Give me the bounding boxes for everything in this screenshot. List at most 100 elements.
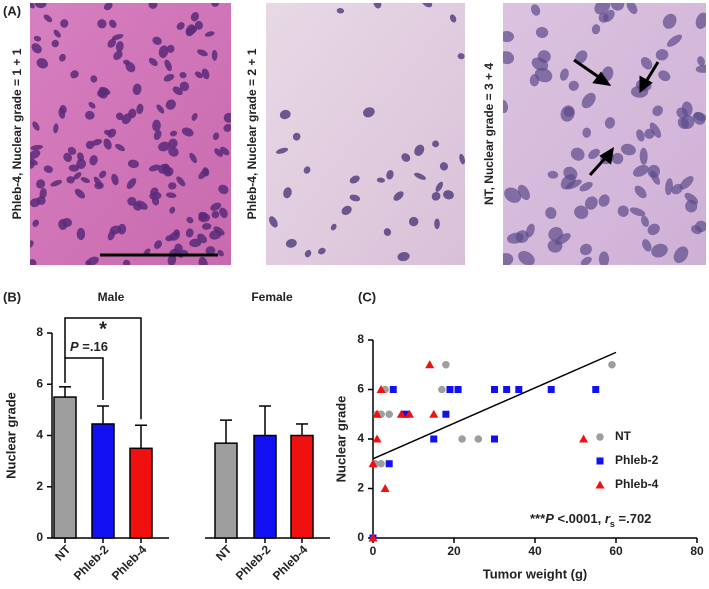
annotation: * — [99, 318, 107, 340]
nucleus — [414, 172, 426, 180]
nucleus — [219, 207, 228, 219]
nucleus — [194, 20, 203, 30]
nucleus — [90, 75, 98, 83]
annotation-part: P — [545, 511, 554, 526]
legend-label: Phleb-4 — [615, 477, 659, 491]
nucleus — [517, 184, 530, 201]
nucleus — [518, 251, 535, 265]
nucleus — [201, 68, 210, 80]
nucleus — [414, 144, 425, 156]
nucleus — [31, 43, 42, 54]
nucleus — [189, 238, 202, 248]
point — [547, 386, 555, 393]
nucleus — [217, 249, 224, 257]
nucleus — [563, 166, 578, 181]
nucleus — [534, 67, 553, 83]
nucleus — [85, 260, 92, 265]
nucleus — [503, 253, 514, 265]
y-tick-label: 2 — [36, 479, 43, 493]
nucleus — [386, 169, 394, 180]
nucleus — [30, 259, 37, 265]
nucleus — [434, 218, 440, 230]
nucleus — [610, 3, 625, 11]
nucleus — [153, 130, 162, 141]
x-tick-label: Phleb-4 — [109, 542, 150, 583]
bar — [53, 396, 77, 539]
nucleus — [449, 14, 457, 23]
nucleus — [127, 159, 140, 169]
nucleus — [393, 191, 404, 201]
nucleus — [435, 181, 444, 192]
nucleus — [89, 155, 98, 166]
nucleus — [223, 123, 231, 132]
nucleus — [113, 50, 123, 60]
nucleus — [164, 59, 172, 72]
annotation-part: r — [605, 511, 611, 526]
nucleus — [588, 148, 600, 160]
nucleus — [63, 152, 73, 162]
nucleus — [103, 3, 113, 11]
nucleus — [179, 72, 187, 79]
nucleus — [695, 64, 706, 73]
point — [385, 460, 393, 468]
nucleus — [204, 31, 215, 37]
y-tick-label: 4 — [357, 431, 364, 445]
y-tick-label: 8 — [36, 325, 43, 339]
nucleus — [611, 152, 624, 165]
nucleus — [431, 191, 441, 201]
nucleus — [151, 196, 160, 206]
point — [454, 386, 462, 393]
image-label: Phleb-4, Nuclear grade = 1 + 1 — [10, 48, 24, 219]
point — [396, 409, 406, 418]
group-label: Male — [98, 290, 125, 304]
nucleus — [591, 24, 601, 35]
nucleus — [650, 170, 660, 185]
nucleus — [94, 181, 104, 190]
nucleus — [636, 129, 645, 142]
point — [368, 459, 378, 468]
nucleus — [126, 178, 137, 189]
legend-marker — [596, 433, 604, 441]
point — [377, 459, 385, 468]
nucleus — [652, 105, 663, 117]
nucleus — [671, 183, 683, 195]
nucleus — [303, 166, 311, 174]
nucleus — [655, 49, 669, 61]
group-label: Female — [251, 290, 293, 304]
legend-label: Phleb-2 — [615, 453, 659, 467]
nucleus — [84, 110, 95, 120]
nucleus — [150, 187, 159, 197]
annotation-part: =.702 — [615, 511, 652, 526]
nucleus — [158, 141, 171, 152]
nucleus — [198, 256, 208, 265]
nucleus — [197, 49, 208, 57]
x-tick-label: NT — [213, 542, 235, 564]
nucleus — [547, 170, 559, 179]
nucleus — [212, 132, 220, 141]
nucleus — [34, 3, 47, 9]
nucleus — [43, 14, 53, 23]
nucleus — [168, 138, 178, 149]
nucleus — [697, 56, 705, 66]
nucleus — [201, 223, 212, 230]
nucleus — [679, 176, 694, 190]
y-tick-label: 6 — [36, 376, 43, 390]
nucleus — [169, 130, 178, 137]
nucleus — [397, 251, 410, 262]
arrows — [573, 58, 660, 177]
nucleus — [43, 165, 53, 173]
nucleus — [174, 243, 183, 254]
point — [389, 386, 397, 393]
nucleus — [194, 71, 203, 79]
nucleus — [629, 207, 646, 217]
nucleus — [677, 117, 689, 130]
nucleus — [662, 13, 677, 29]
nucleus — [51, 39, 59, 48]
nucleus — [570, 147, 585, 161]
y-tick-label: 2 — [357, 481, 364, 495]
nucleus — [349, 194, 361, 202]
nucleus — [617, 205, 629, 217]
legend-marker — [596, 457, 604, 465]
annotation-part: =.16 — [79, 339, 108, 354]
nucleus — [30, 157, 38, 166]
